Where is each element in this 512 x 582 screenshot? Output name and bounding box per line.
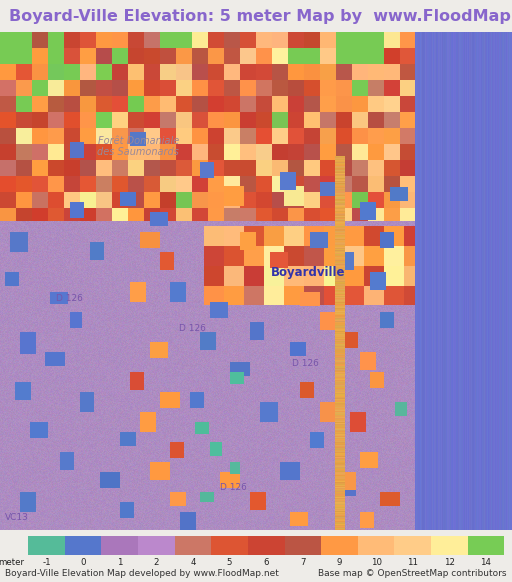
Text: 4: 4 (190, 558, 196, 567)
Text: Boyard-Ville Elevation Map developed by www.FloodMap.net: Boyard-Ville Elevation Map developed by … (5, 569, 279, 578)
FancyBboxPatch shape (321, 536, 358, 555)
Text: meter: meter (0, 558, 24, 567)
FancyBboxPatch shape (138, 536, 175, 555)
Text: 9: 9 (337, 558, 342, 567)
Text: -1: -1 (42, 558, 51, 567)
Text: 5: 5 (227, 558, 232, 567)
Text: D 126: D 126 (179, 324, 206, 333)
Text: 7: 7 (300, 558, 306, 567)
Text: 2: 2 (154, 558, 159, 567)
FancyBboxPatch shape (248, 536, 285, 555)
Text: 12: 12 (444, 558, 455, 567)
Text: Boyardville: Boyardville (271, 266, 346, 279)
FancyBboxPatch shape (101, 536, 138, 555)
Text: D 126: D 126 (292, 359, 318, 368)
Text: VC13: VC13 (5, 513, 29, 522)
Text: 0: 0 (80, 558, 86, 567)
Text: 6: 6 (264, 558, 269, 567)
Text: Base map © OpenStreetMap contributors: Base map © OpenStreetMap contributors (318, 569, 507, 578)
FancyBboxPatch shape (175, 536, 211, 555)
FancyBboxPatch shape (65, 536, 101, 555)
FancyBboxPatch shape (211, 536, 248, 555)
FancyBboxPatch shape (394, 536, 431, 555)
Text: Boyard-Ville Elevation: 5 meter Map by  www.FloodMap.net (beta): Boyard-Ville Elevation: 5 meter Map by w… (9, 9, 512, 23)
FancyBboxPatch shape (467, 536, 504, 555)
FancyBboxPatch shape (28, 536, 65, 555)
Text: 10: 10 (371, 558, 381, 567)
FancyBboxPatch shape (285, 536, 321, 555)
Text: D 126: D 126 (56, 294, 83, 303)
Text: Forêt Domaniale
des Saumonards: Forêt Domaniale des Saumonards (97, 136, 179, 157)
Text: D 126: D 126 (220, 483, 247, 492)
Text: 14: 14 (480, 558, 492, 567)
FancyBboxPatch shape (358, 536, 394, 555)
FancyBboxPatch shape (431, 536, 467, 555)
Text: 1: 1 (117, 558, 122, 567)
Text: 11: 11 (407, 558, 418, 567)
